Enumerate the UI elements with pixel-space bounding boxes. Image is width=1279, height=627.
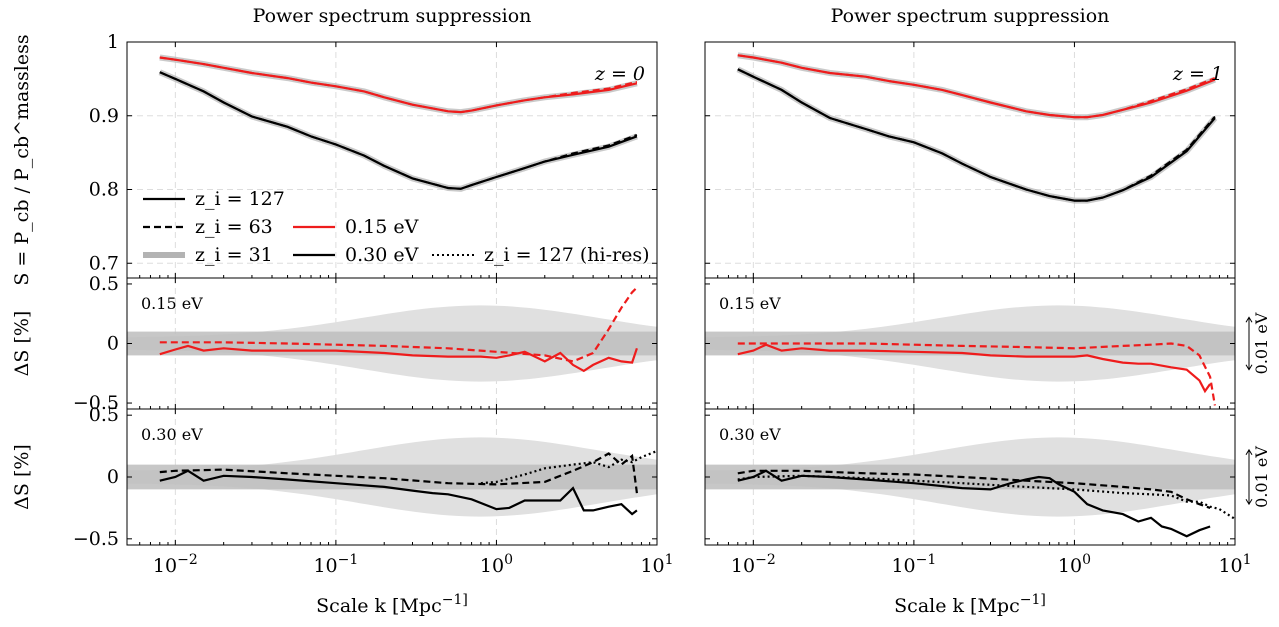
scale-label: 0.01 eV — [1252, 312, 1271, 374]
subplot-2: 0.5 0 −0.5 0.15 eV ΔS [%] — [11, 273, 658, 414]
y-tick-label: 0.8 — [89, 179, 119, 201]
mass-label: 0.30 eV — [141, 425, 203, 444]
y-axis-label: ΔS [%] — [11, 311, 33, 377]
plot-frame — [126, 41, 658, 279]
scale-arrow-down — [1245, 364, 1253, 371]
redshift-label: z = 1 — [1172, 63, 1223, 85]
x-axis-label: Scale k [Mpc−1] — [316, 592, 468, 617]
mass-label: 0.15 eV — [719, 294, 781, 313]
y-tick-label: 0.5 — [89, 404, 119, 426]
y-tick-label: 0 — [107, 333, 119, 355]
x-tick-label: 10−1 — [891, 552, 936, 577]
x-tick-label: 10−2 — [731, 552, 776, 577]
subplot-1: 0.7 0.8 0.9 1 z = 0 S = P_cb / P_cb^massless — [11, 31, 658, 286]
x-tick-label: 100 — [1058, 552, 1091, 577]
series-line — [737, 469, 1211, 538]
series-zi63-line — [159, 71, 638, 190]
uncertainty-band-inner — [705, 331, 1235, 356]
y-tick-label: −0.5 — [73, 392, 119, 414]
series-line — [737, 342, 1216, 406]
y-tick-label: 0.5 — [89, 273, 119, 295]
y-tick-label: 0.7 — [89, 252, 119, 274]
scale-arrow-down — [1245, 498, 1253, 506]
chart-title: Power spectrum suppression — [831, 5, 1110, 27]
y-tick-label: 0.9 — [89, 105, 119, 127]
scale-arrow-up — [1245, 316, 1253, 323]
scale-label: 0.01 eV — [1252, 446, 1271, 508]
legend-label: 0.15 eV — [345, 216, 419, 238]
series-line — [159, 344, 638, 373]
mass-label: 0.30 eV — [719, 425, 781, 444]
x-tick-label: 10−2 — [153, 552, 198, 577]
y-axis-label: S = P_cb / P_cb^massless — [11, 34, 33, 285]
legend-label: z_i = 63 — [195, 216, 273, 238]
chart-title: Power spectrum suppression — [253, 5, 532, 27]
series-zi63-line — [737, 54, 1216, 119]
y-axis-label: ΔS [%] — [11, 444, 33, 510]
legend-label: z_i = 31 — [195, 244, 273, 266]
series-line — [737, 469, 1211, 509]
left-panel: Power spectrum suppression 0.7 0.8 0.9 1 z = … — [11, 5, 674, 617]
subplot-3: 0.5 0 −0.5 0.30 eV ΔS [%] — [11, 404, 658, 550]
series-line — [737, 68, 1216, 202]
series-line — [737, 343, 1211, 394]
subplot-2: 0.15 eV 0.01 eV — [704, 277, 1271, 410]
series-line — [737, 474, 1235, 520]
scale-arrow-up — [1245, 448, 1253, 456]
legend-label: z_i = 127 — [195, 188, 285, 210]
mass-label: 0.15 eV — [141, 294, 203, 313]
series-zi63-line — [737, 68, 1216, 202]
legend-label: z_i = 127 (hi-res) — [484, 244, 650, 266]
y-tick-label: 1 — [107, 31, 119, 53]
legend: z_i = 127 z_i = 63 z_i = 31 0.15 eV 0.30 eV z… — [143, 188, 650, 266]
y-tick-label: 0 — [107, 466, 119, 488]
x-tick-label: 101 — [1218, 552, 1251, 577]
x-axis-label: Scale k [Mpc−1] — [894, 592, 1046, 617]
plot-frame — [704, 41, 1236, 279]
subplot-3: 0.30 eV 0.01 eV — [704, 408, 1271, 546]
series-line — [159, 286, 638, 363]
series-line — [159, 469, 638, 516]
subplot-1: z = 1 — [704, 41, 1236, 279]
redshift-label: z = 0 — [594, 63, 645, 85]
series-zi63-line — [159, 56, 638, 114]
x-tick-label: 101 — [640, 552, 673, 577]
legend-label: 0.30 eV — [345, 244, 419, 266]
x-tick-label: 10−1 — [313, 552, 358, 577]
x-tick-label: 100 — [480, 552, 513, 577]
series-line — [480, 449, 657, 485]
uncertainty-band-inner — [127, 331, 657, 356]
y-tick-label: −0.5 — [73, 528, 119, 550]
